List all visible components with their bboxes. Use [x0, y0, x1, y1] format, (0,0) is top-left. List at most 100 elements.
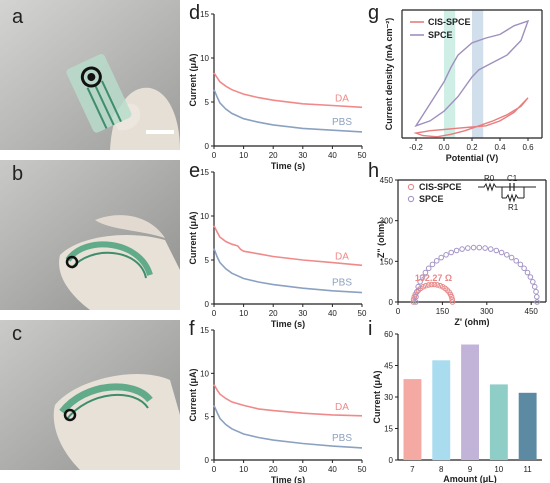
nyquist-point-spce	[413, 299, 419, 305]
x-tick-label-h: 450	[525, 307, 539, 316]
x-tick-label-e: 20	[269, 309, 278, 318]
x-axis-label-g: Potential (V)	[446, 153, 499, 163]
series-line-d-da	[213, 72, 363, 109]
x-tick-label-e: 30	[298, 309, 307, 318]
y-tick-label-f: 10	[200, 369, 209, 378]
nyquist-point-spce	[415, 283, 422, 290]
nyquist-point-spce	[443, 252, 449, 258]
bar-8	[432, 360, 451, 461]
series-label-d-pbs: PBS	[332, 117, 352, 128]
series-line-f-da	[213, 384, 363, 417]
panel-label-g: g	[368, 2, 380, 24]
y-tick-label-h: 150	[380, 257, 394, 266]
x-tick-label-i: 8	[439, 465, 444, 474]
circuit-label-r0: R0	[484, 174, 495, 183]
y-tick-label-f: 15	[200, 326, 209, 335]
nyquist-point-spce	[531, 283, 538, 290]
x-axis-label-d: Time (s)	[271, 161, 305, 171]
series-label-d-da: DA	[335, 93, 349, 104]
nyquist-point-spce	[438, 254, 445, 261]
y-tick-label-e: 0	[205, 300, 210, 309]
bar-9	[461, 344, 479, 460]
series-line-f-pbs	[213, 405, 363, 449]
nyquist-point-cis-spce	[434, 282, 441, 288]
cv-curve-cis-spce	[413, 97, 529, 138]
series-label-e-da: DA	[335, 251, 349, 262]
y-tick-label-e: 5	[205, 256, 210, 265]
x-tick-label-g: -0.2	[409, 143, 423, 152]
x-tick-label-d: 0	[212, 151, 217, 160]
panel-label-c: c	[12, 323, 22, 345]
x-tick-label-e: 0	[212, 309, 217, 318]
x-tick-label-i: 9	[468, 465, 473, 474]
highlight-band-g-0	[444, 10, 456, 138]
circuit-resistor-r1	[502, 193, 524, 203]
x-tick-label-h: 0	[396, 307, 401, 316]
x-tick-label-f: 10	[239, 465, 248, 474]
y-tick-label-h: 450	[380, 176, 394, 185]
x-tick-label-h: 300	[480, 307, 494, 316]
y-tick-label-i: 15	[384, 425, 393, 434]
y-tick-label-f: 5	[205, 413, 210, 422]
nyquist-point-spce	[524, 269, 531, 276]
nyquist-point-cis-spce	[428, 281, 435, 288]
panel-label-i: i	[368, 318, 373, 340]
nyquist-point-spce	[425, 265, 432, 272]
photo-a	[0, 0, 180, 150]
nyquist-point-spce	[429, 261, 436, 268]
x-axis-label-e: Time (s)	[271, 319, 305, 329]
x-axis-label-h: Z' (ohm)	[454, 317, 489, 327]
y-axis-label-g: Current density (mA cm⁻²)	[384, 18, 394, 130]
x-tick-label-g: 0.4	[494, 143, 506, 152]
y-axis-label-e: Current (μA)	[188, 211, 198, 264]
y-tick-label-i: 30	[384, 393, 393, 402]
y-axis-label-h: -Z" (ohm)	[376, 221, 386, 261]
x-tick-label-e: 50	[358, 309, 367, 318]
annotation-rct-cis: 132.27 Ω	[415, 273, 452, 283]
circuit-label-r1: R1	[508, 203, 519, 212]
nyquist-point-spce	[508, 254, 515, 261]
panel-label-h: h	[368, 160, 380, 182]
y-tick-label-d: 15	[200, 10, 209, 19]
y-tick-label-h: 300	[380, 217, 394, 226]
x-tick-label-d: 30	[298, 151, 307, 160]
nyquist-point-spce	[414, 288, 420, 295]
circuit-resistor-r0	[478, 182, 502, 192]
series-line-e-pbs	[213, 248, 363, 294]
nyquist-point-cis-spce	[423, 282, 429, 289]
y-tick-label-e: 15	[200, 168, 209, 177]
x-axis-label-i: Amount (μL)	[443, 474, 497, 483]
nyquist-point-spce	[498, 249, 505, 256]
nyquist-point-spce	[530, 279, 536, 285]
nyquist-point-spce	[521, 265, 527, 272]
y-axis-label-f: Current (μA)	[188, 368, 198, 421]
series-label-f-pbs: PBS	[332, 433, 352, 444]
panel-label-a: a	[12, 6, 24, 28]
x-tick-label-i: 11	[523, 465, 532, 474]
y-tick-label-e: 10	[200, 212, 209, 221]
x-tick-label-d: 10	[239, 151, 248, 160]
legend-label-h-cis-spce: CIS-SPCE	[419, 182, 462, 192]
series-line-d-pbs	[213, 89, 363, 133]
nyquist-point-spce	[433, 258, 440, 264]
series-label-f-da: DA	[335, 402, 349, 413]
nyquist-point-spce	[470, 244, 477, 251]
x-tick-label-f: 30	[298, 465, 307, 474]
nyquist-point-spce	[476, 244, 483, 251]
bar-10	[489, 384, 508, 460]
x-tick-label-d: 50	[358, 151, 367, 160]
highlight-band-g-1	[472, 10, 484, 138]
bar-7	[403, 379, 422, 460]
y-tick-label-i: 0	[389, 456, 394, 465]
legend-label-g-cis-spce: CIS-SPCE	[428, 17, 471, 27]
x-tick-label-d: 40	[328, 151, 337, 160]
nyquist-point-cis-spce	[425, 282, 432, 288]
y-tick-label-i: 60	[384, 330, 393, 339]
panel-label-b: b	[12, 163, 24, 185]
y-tick-label-f: 0	[205, 456, 210, 465]
x-axis-label-f: Time (s)	[271, 475, 305, 483]
nyquist-point-cis-spce	[449, 299, 456, 305]
y-axis-label-i: Current (μA)	[372, 370, 382, 423]
nyquist-point-spce	[465, 245, 471, 251]
series-line-e-da	[213, 225, 363, 267]
